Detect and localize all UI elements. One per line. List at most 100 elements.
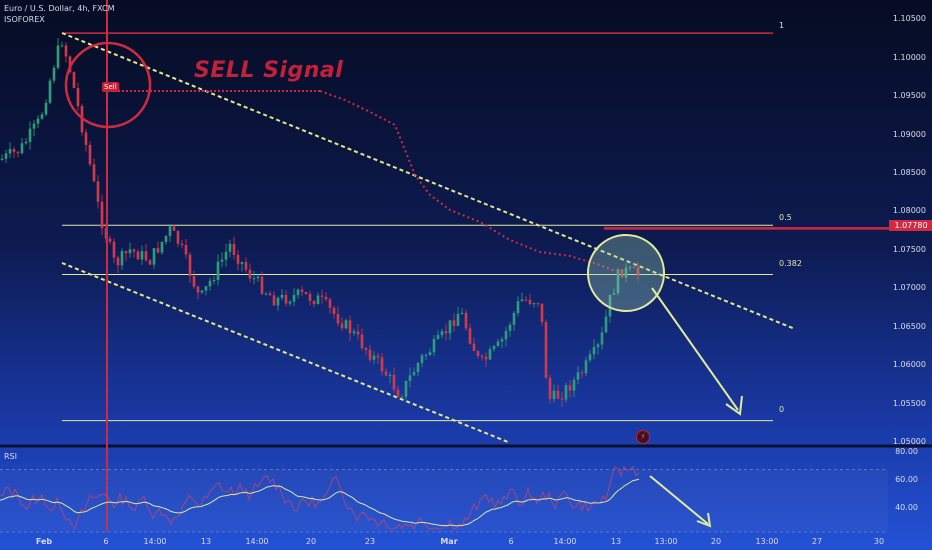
candle-body: [480, 355, 484, 357]
candle-body: [356, 331, 360, 335]
fib-label-1: 1: [779, 21, 785, 30]
candle-body: [548, 378, 552, 400]
candle-body: [320, 295, 324, 297]
candle-body: [224, 251, 228, 260]
candle-body: [284, 294, 288, 304]
candle-body: [372, 355, 376, 360]
candle-body: [256, 276, 260, 279]
candle-body: [272, 295, 276, 306]
candle-body: [384, 371, 388, 376]
candle-body: [452, 320, 456, 326]
candle-body: [464, 312, 468, 329]
candle-body: [524, 299, 528, 301]
candle-body: [68, 56, 72, 73]
flash-icon[interactable]: ⚡: [636, 430, 650, 444]
candle-body: [300, 289, 304, 293]
candle-body: [472, 343, 476, 352]
candle-body: [72, 72, 76, 88]
candle-body: [496, 341, 500, 347]
candle-body: [396, 389, 400, 398]
time-axis-label: 13: [200, 537, 212, 546]
candle-body: [504, 330, 508, 340]
candle-body: [112, 241, 116, 258]
candle-body: [144, 251, 148, 261]
candle-body: [540, 303, 544, 322]
price-axis-label: 1.10500: [892, 14, 926, 24]
candle-body: [588, 354, 592, 361]
lower-trendline: [61, 262, 509, 443]
price-axis-label: 1.07000: [892, 283, 926, 293]
time-axis-label: Feb: [35, 537, 53, 546]
candle-body: [60, 45, 64, 47]
candle-body: [440, 331, 444, 336]
price-axis-label: 1.06000: [892, 360, 926, 370]
candle-body: [408, 375, 412, 381]
rsi-ma-line: [0, 478, 640, 527]
candle-body: [16, 151, 20, 154]
candle-body: [216, 261, 220, 281]
candle-body: [20, 143, 24, 154]
fib-label-0: 0: [779, 405, 785, 414]
candle-body: [280, 294, 284, 298]
candle-body: [292, 295, 296, 302]
fib-label-0.5: 0.5: [779, 213, 792, 222]
current-price-tag: 1.07780: [889, 220, 932, 231]
candle-body: [172, 226, 176, 231]
time-axis-label: 14:00: [245, 537, 269, 546]
candle-body: [516, 301, 520, 314]
candle-body: [152, 248, 156, 265]
candle-body: [204, 286, 208, 291]
candle-body: [316, 295, 320, 305]
candle-body: [596, 344, 600, 348]
author-label: ISOFOREX: [4, 15, 45, 24]
candle-body: [592, 347, 596, 355]
candle-body: [400, 396, 404, 398]
candle-body: [584, 360, 588, 374]
candle-body: [308, 294, 312, 301]
price-axis-label: 1.05000: [892, 437, 926, 447]
candle-body: [508, 324, 512, 331]
time-axis-label: 13:00: [654, 537, 678, 546]
candle-body: [376, 355, 380, 358]
candle-body: [332, 307, 336, 314]
candle-body: [236, 255, 240, 264]
time-axis-label: 6: [508, 537, 514, 546]
rsi-forecast-arrow: [649, 475, 709, 525]
candle-body: [116, 257, 120, 266]
rsi-band: [0, 469, 888, 532]
time-axis-label: 13: [610, 537, 622, 546]
candle-body: [544, 321, 548, 379]
candle-body: [64, 45, 68, 57]
candle-body: [136, 251, 140, 260]
rsi-label-40: 40.00: [895, 503, 918, 512]
candle-body: [460, 312, 464, 314]
candle-body: [500, 339, 504, 342]
candle-body: [564, 385, 568, 400]
candle-body: [212, 280, 216, 282]
candle-body: [536, 303, 540, 305]
candle-body: [428, 352, 432, 355]
candle-body: [492, 346, 496, 350]
time-axis-label: 20: [710, 537, 722, 546]
candle-body: [512, 313, 516, 325]
fib-label-0.382: 0.382: [779, 259, 802, 268]
candle-body: [244, 262, 248, 270]
symbol-title[interactable]: Euro / U.S. Dollar, 4h, FXCM: [4, 4, 115, 13]
sell-ma-dotted: [319, 90, 626, 276]
candle-body: [268, 293, 272, 296]
forecast-arrowhead: [725, 395, 743, 416]
candle-body: [360, 334, 364, 349]
candle-body: [336, 313, 340, 324]
time-axis-label: 20: [305, 537, 317, 546]
time-axis-label: 14:00: [143, 537, 167, 546]
candle-body: [532, 303, 536, 305]
highlight-circle: [587, 234, 665, 312]
candle-body: [180, 243, 184, 246]
candle-body: [556, 390, 560, 399]
candle-body: [56, 45, 60, 68]
candle-body: [128, 249, 132, 254]
candle-body: [488, 349, 492, 360]
price-axis-label: 1.08000: [892, 206, 926, 216]
